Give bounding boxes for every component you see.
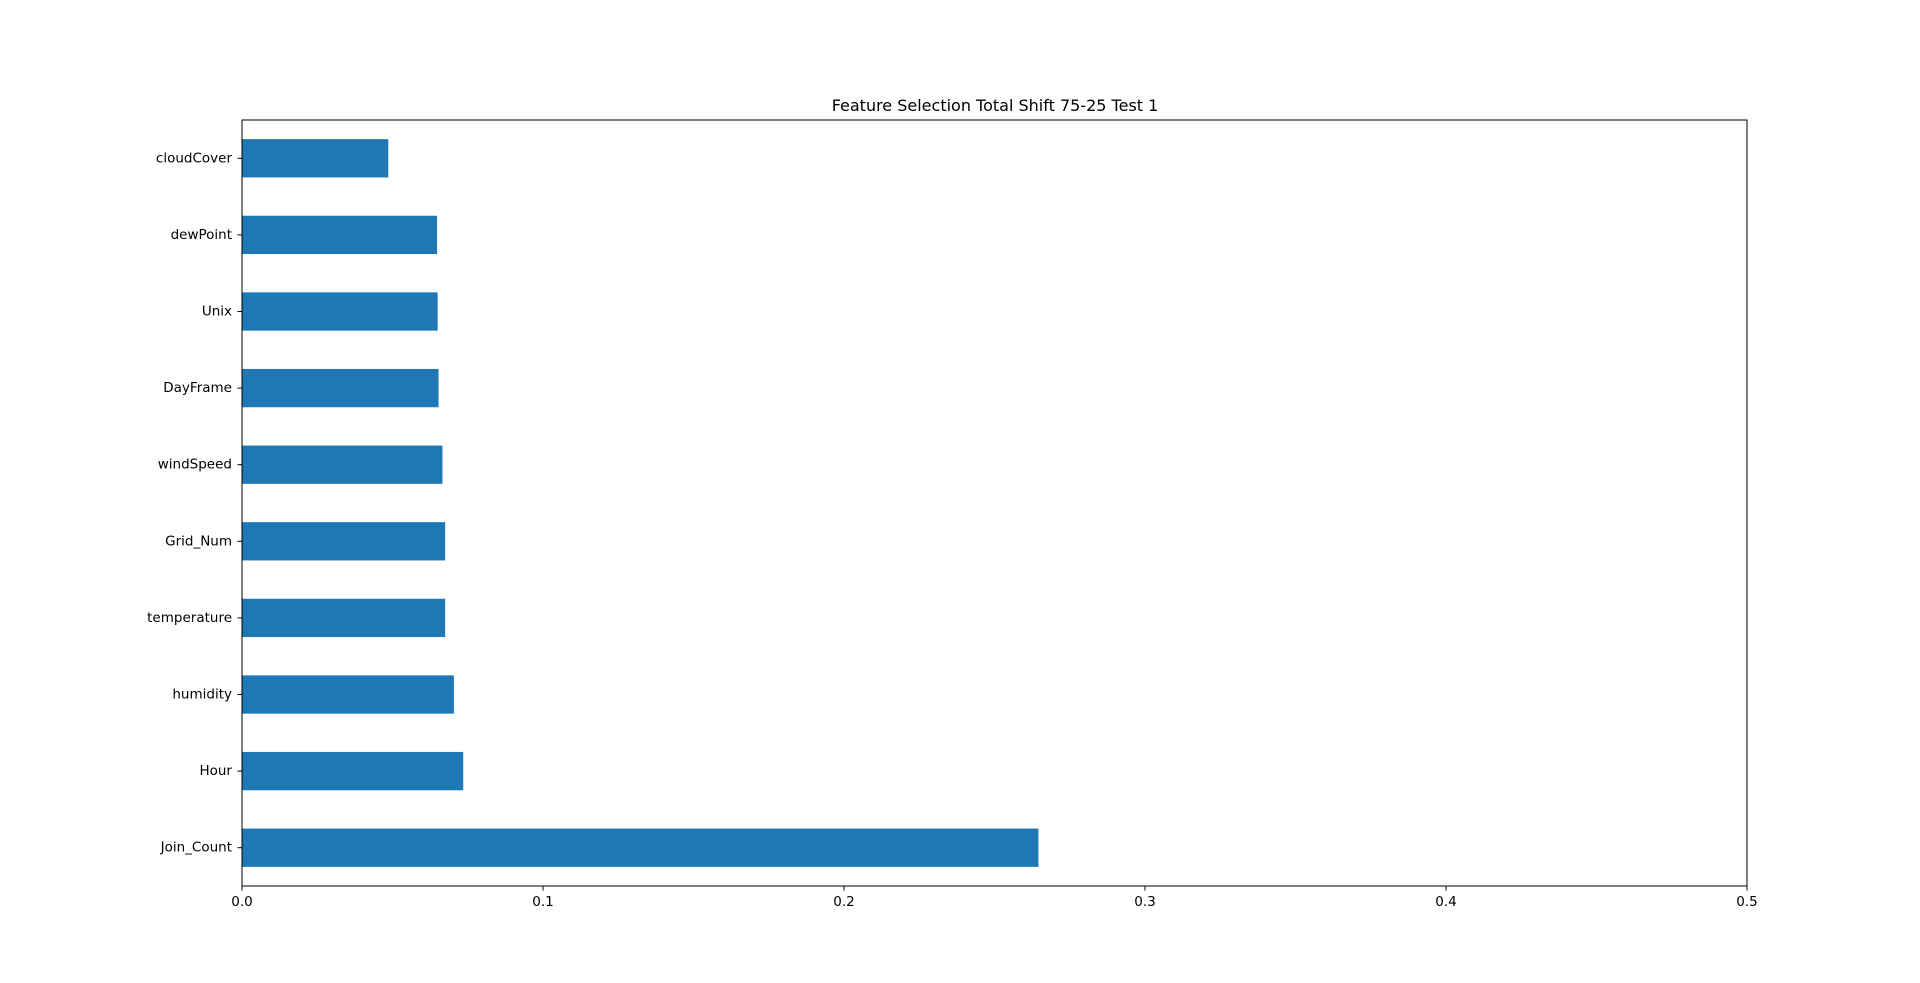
x-tick-label: 0.2 <box>833 894 854 910</box>
bar-Hour <box>242 751 464 791</box>
bar-Join_Count <box>242 828 1039 867</box>
y-tick-label: temperature <box>147 610 232 626</box>
bar-Grid_Num <box>242 522 446 561</box>
y-axis-ticks: cloudCover dewPoint Unix DayFrame windSpeed G… <box>147 150 242 856</box>
bar-Unix <box>242 292 438 331</box>
y-tick-label: Join_Count <box>160 840 232 856</box>
x-tick-label: 0.3 <box>1134 894 1155 910</box>
x-axis-ticks: 0.0 0.1 0.2 0.3 0.4 0.5 <box>231 886 1758 910</box>
bar-temperature <box>242 598 446 638</box>
y-tick-label: windSpeed <box>158 457 232 473</box>
bar-cloudCover <box>242 139 389 178</box>
bar-DayFrame <box>242 368 439 408</box>
plot-frame <box>241 119 1748 887</box>
y-tick-label: Grid_Num <box>165 533 232 549</box>
x-tick-label: 0.4 <box>1435 894 1456 910</box>
bar-dewPoint <box>242 215 438 255</box>
x-tick-label: 0.0 <box>231 894 252 910</box>
y-tick-label: humidity <box>172 687 232 703</box>
y-tick-label: Unix <box>202 304 232 320</box>
chart-title: Feature Selection Total Shift 75-25 Test… <box>832 96 1159 115</box>
y-tick-label: cloudCover <box>156 150 233 166</box>
bars-group <box>242 139 1039 867</box>
y-tick-label: DayFrame <box>163 380 232 396</box>
y-tick-label: Hour <box>199 763 232 779</box>
x-tick-label: 0.5 <box>1736 894 1757 910</box>
x-tick-label: 0.1 <box>532 894 553 910</box>
bar-humidity <box>242 675 454 714</box>
y-tick-label: dewPoint <box>171 227 232 243</box>
bar-windSpeed <box>242 445 443 484</box>
